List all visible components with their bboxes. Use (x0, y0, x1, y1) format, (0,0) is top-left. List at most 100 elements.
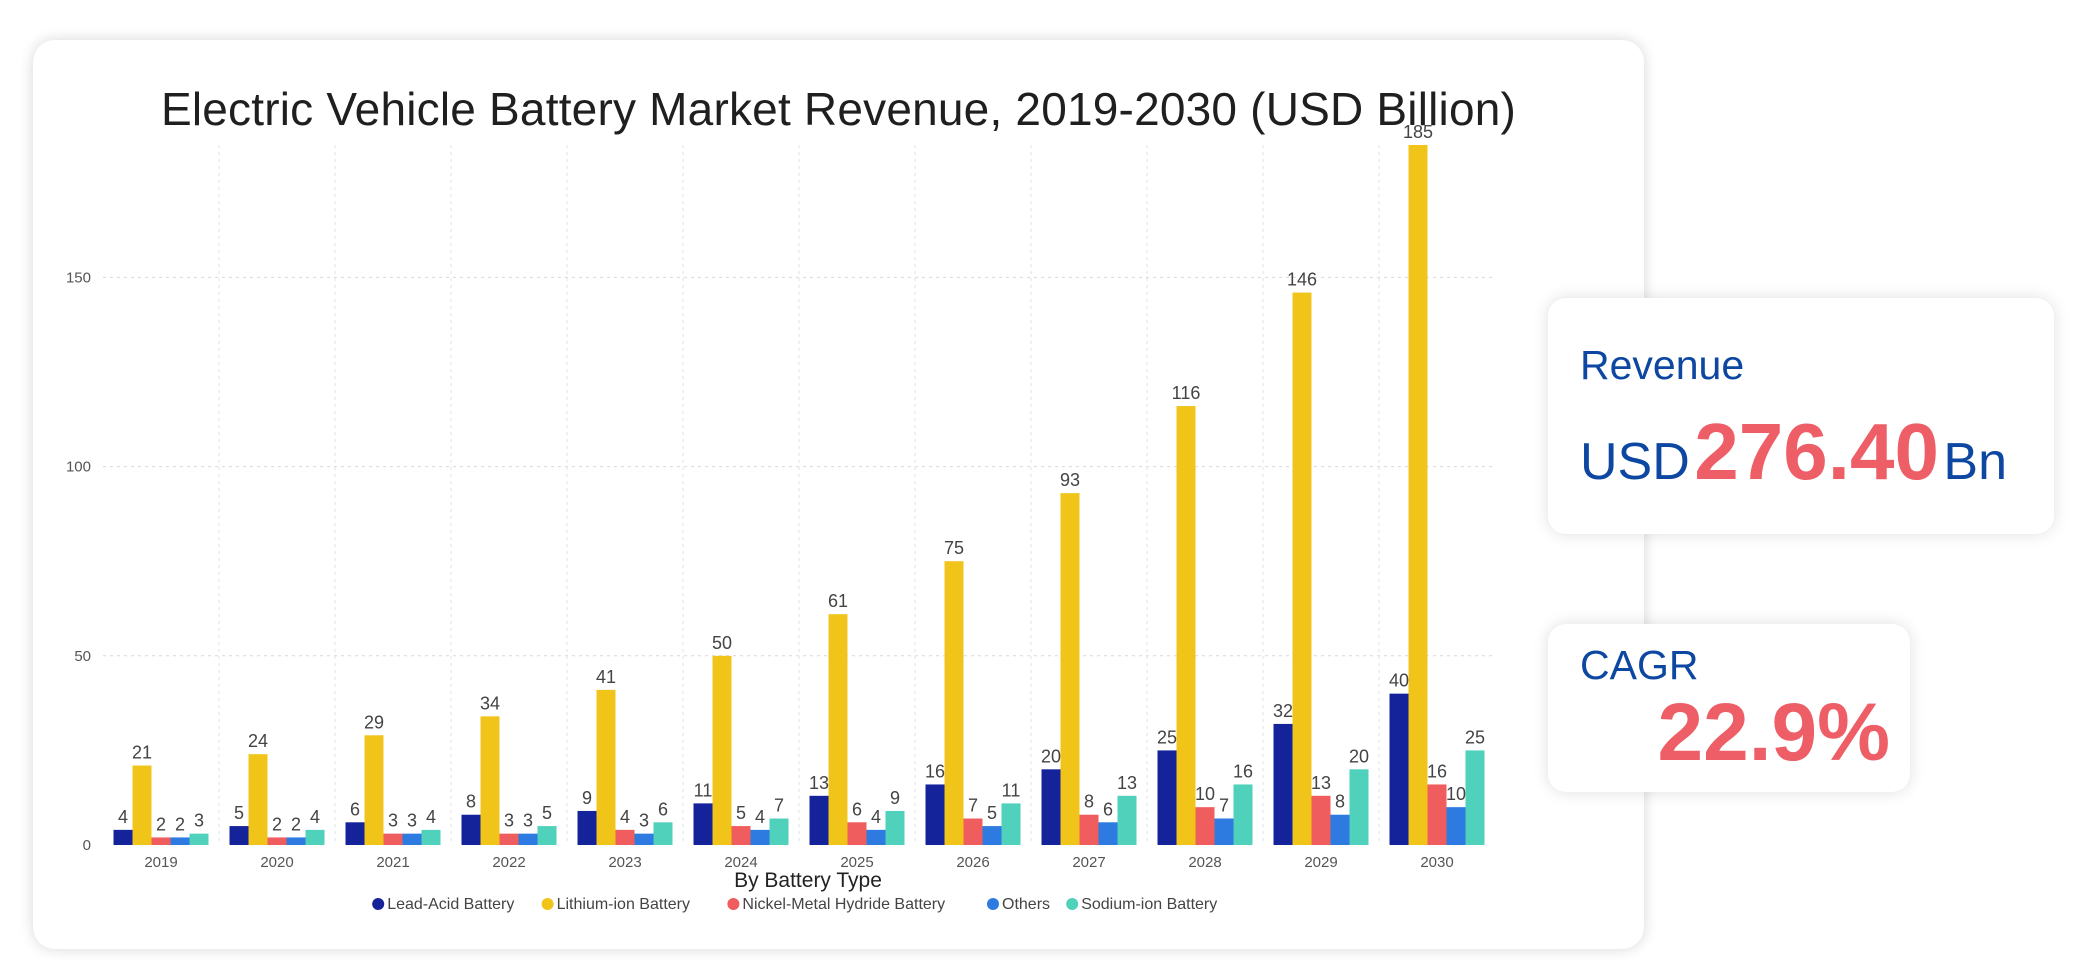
bar (537, 826, 557, 845)
bar-value-label: 61 (828, 591, 848, 611)
bar-value-label: 13 (809, 773, 829, 793)
bar-value-label: 34 (480, 693, 500, 713)
bar-value-label: 5 (987, 803, 997, 823)
bar-value-label: 116 (1172, 383, 1201, 403)
bar-value-label: 93 (1060, 470, 1080, 490)
bar-value-label: 16 (1233, 761, 1253, 781)
bar (596, 689, 616, 845)
bar-value-label: 3 (504, 811, 514, 831)
bar (1060, 493, 1080, 845)
bar-value-label: 146 (1287, 270, 1317, 290)
bar (1214, 818, 1234, 845)
bar (1408, 145, 1428, 845)
x-tick-label: 2030 (1420, 854, 1453, 871)
revenue-label: Revenue (1580, 342, 1745, 388)
bar (402, 833, 422, 845)
bar-value-label: 7 (1219, 796, 1229, 816)
legend-item-label: Sodium-ion Battery (1081, 896, 1217, 913)
bar (1176, 406, 1196, 845)
x-tick-label: 2027 (1072, 854, 1105, 871)
bar (769, 818, 789, 845)
bar (267, 837, 287, 845)
bar (170, 837, 190, 845)
bar (305, 829, 325, 845)
bar (1292, 292, 1312, 845)
bar (866, 829, 886, 845)
legend-swatch (1066, 898, 1079, 910)
bar (1041, 769, 1061, 845)
bar-value-label: 8 (1084, 792, 1094, 812)
y-tick-label: 100 (66, 459, 91, 476)
bar-value-label: 11 (694, 780, 713, 800)
revenue-currency: USD (1580, 433, 1690, 491)
bar-value-label: 75 (944, 538, 964, 558)
bar (750, 829, 770, 845)
bar (925, 784, 945, 845)
x-tick-label: 2029 (1304, 854, 1337, 871)
bar (963, 818, 983, 845)
bar-value-label: 5 (542, 803, 552, 823)
y-tick-label: 0 (83, 837, 91, 854)
bar-value-label: 3 (407, 811, 417, 831)
bar (461, 814, 481, 845)
bar-value-label: 2 (272, 814, 282, 834)
x-tick-label: 2024 (724, 854, 757, 871)
bar (615, 829, 635, 845)
bar-value-label: 3 (194, 811, 204, 831)
bar-value-label: 29 (364, 712, 384, 732)
cagr-kpi-card: CAGR 22.9% (1548, 624, 1910, 792)
bar (113, 829, 133, 845)
bar (1330, 814, 1350, 845)
revenue-value-row: USD 276.40 Bn (1580, 406, 2007, 498)
bar-value-label: 21 (132, 743, 152, 763)
bar-value-label: 32 (1273, 701, 1293, 721)
bar-value-label: 9 (890, 788, 900, 808)
bar-value-label: 4 (426, 807, 436, 827)
x-tick-label: 2025 (840, 854, 873, 871)
bar (693, 803, 713, 845)
bar-value-label: 2 (291, 814, 301, 834)
legend-item-label: Lithium-ion Battery (557, 896, 690, 913)
bar-value-label: 6 (852, 799, 862, 819)
bar-value-label: 5 (736, 803, 746, 823)
legend-item-label: Lead-Acid Battery (387, 896, 514, 913)
bar (345, 822, 365, 845)
bar (151, 837, 171, 845)
x-tick-label: 2026 (956, 854, 989, 871)
legend-item-label: Nickel-Metal Hydride Battery (742, 896, 945, 913)
bar (1079, 814, 1099, 845)
bar (885, 810, 905, 845)
bar-value-label: 41 (596, 667, 616, 687)
bar-value-label: 3 (388, 811, 398, 831)
y-tick-label: 150 (66, 269, 91, 286)
revenue-kpi-card: Revenue USD 276.40 Bn (1548, 298, 2054, 534)
bar (634, 833, 654, 845)
bar-value-label: 13 (1311, 773, 1331, 793)
bar (286, 837, 306, 845)
bar (653, 822, 673, 845)
legend-item-label: Others (1002, 896, 1050, 913)
revenue-unit: Bn (1943, 433, 2007, 491)
bar (944, 561, 964, 845)
bar (1098, 822, 1118, 845)
bar (577, 810, 597, 845)
bar (1465, 750, 1485, 845)
bar-value-label: 16 (1427, 761, 1447, 781)
cagr-label: CAGR (1580, 642, 1699, 688)
cagr-value: 22.9% (1657, 687, 1890, 778)
bar (712, 655, 732, 845)
bar-value-label: 9 (582, 788, 592, 808)
bar-value-label: 3 (639, 811, 649, 831)
bar (480, 716, 500, 845)
x-tick-label: 2028 (1188, 854, 1221, 871)
bar (248, 754, 268, 845)
legend: Lead-Acid Battery Lithium-ion Battery Nick… (372, 896, 1217, 913)
y-tick-label: 50 (74, 648, 91, 665)
bar-value-label: 50 (712, 633, 732, 653)
bar-value-label: 6 (1103, 799, 1113, 819)
bar (1233, 784, 1253, 845)
bar-value-label: 20 (1041, 746, 1061, 766)
bar-value-label: 10 (1195, 784, 1215, 804)
